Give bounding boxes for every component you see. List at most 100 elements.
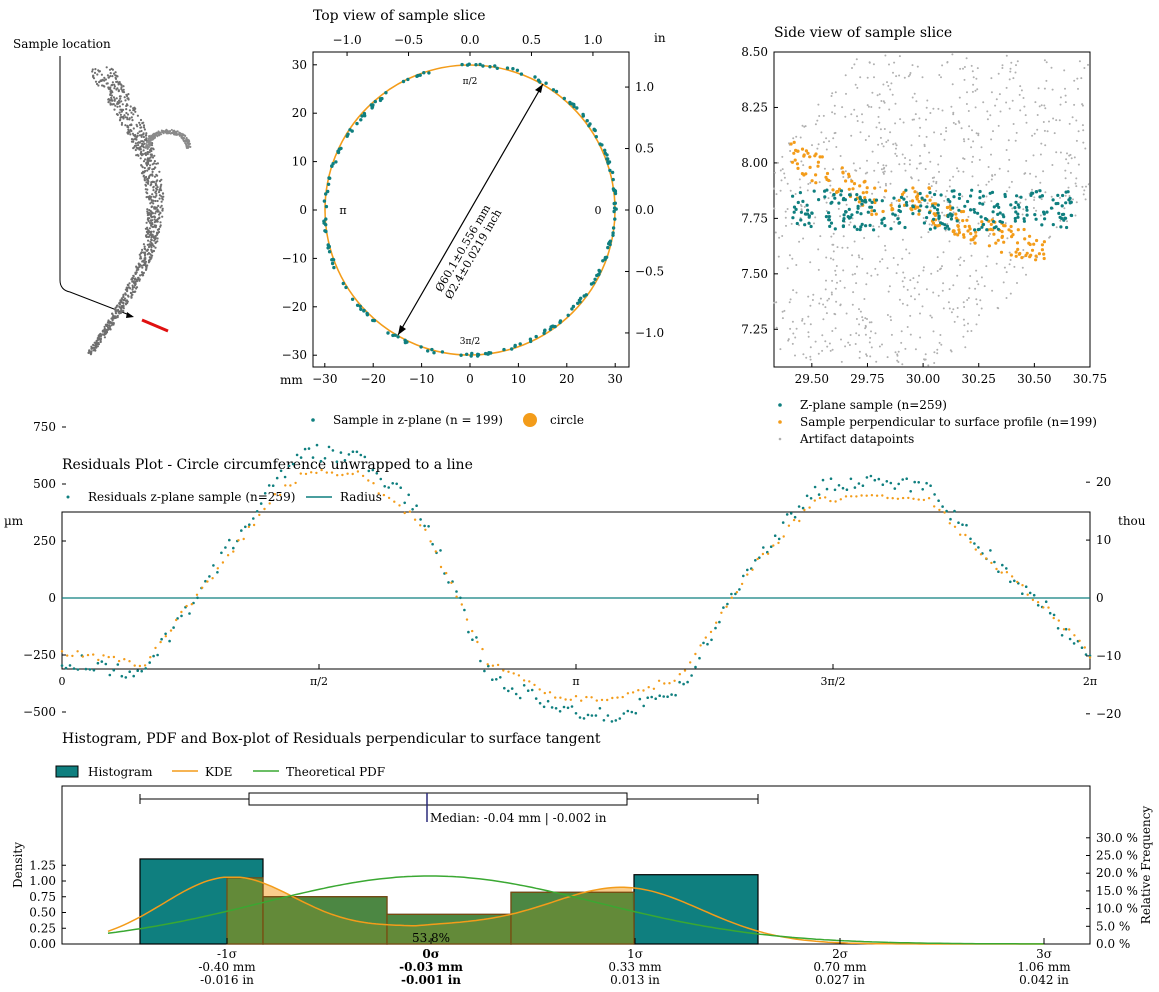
- artifact-point: [884, 54, 887, 57]
- zplane-sample-point: [997, 205, 1001, 209]
- residual-point: [1060, 634, 1064, 637]
- perpendicular-point: [1000, 234, 1005, 238]
- artifact-point: [1074, 214, 1077, 217]
- shape-point: [142, 272, 145, 275]
- artifact-point: [858, 356, 861, 359]
- residual-point: [495, 678, 498, 681]
- artifact-point: [882, 83, 885, 86]
- artifact-point: [817, 103, 820, 106]
- shape-point: [122, 301, 125, 304]
- artifact-point: [975, 323, 978, 326]
- residual-perpendicular-point: [476, 640, 479, 644]
- top-view-title: Top view of sample slice: [313, 8, 486, 24]
- residual-point: [993, 560, 996, 564]
- perpendicular-point: [863, 196, 867, 200]
- zplane-sample-point: [918, 191, 922, 196]
- artifact-point: [935, 180, 938, 183]
- shape-point: [141, 166, 144, 169]
- residual-point: [323, 457, 327, 460]
- zplane-sample-point: [936, 203, 940, 207]
- zplane-point: [465, 352, 469, 356]
- artifact-point: [814, 216, 817, 219]
- artifact-point: [963, 140, 966, 143]
- shape-crest-point: [145, 145, 148, 147]
- shape-point: [152, 199, 155, 202]
- zplane-sample-point: [855, 193, 859, 197]
- residual-perpendicular-point: [143, 664, 147, 667]
- artifact-point: [992, 130, 994, 133]
- zplane-sample-point: [1014, 200, 1018, 204]
- shape-point: [138, 141, 141, 144]
- shape-point: [104, 332, 107, 336]
- zplane-sample-point: [973, 228, 977, 232]
- residual-point: [969, 537, 972, 541]
- shape-crest-point: [144, 146, 147, 149]
- residual-perpendicular-point: [190, 603, 193, 606]
- histogram-ticks: 0.000.250.500.751.001.250.0 %5.0 %10.0 %…: [29, 831, 1138, 987]
- artifact-point: [937, 107, 940, 110]
- artifact-point: [806, 189, 809, 192]
- artifact-point: [859, 205, 862, 208]
- residual-point: [825, 487, 829, 491]
- residual-point: [933, 493, 936, 496]
- shape-point: [161, 207, 164, 210]
- artifact-point: [910, 177, 913, 180]
- shape-point: [134, 148, 137, 152]
- artifact-point: [853, 63, 856, 66]
- residual-point: [1005, 567, 1008, 570]
- residual-point: [738, 588, 741, 591]
- residual-perpendicular-point: [689, 661, 692, 664]
- residual-perpendicular-point: [471, 629, 474, 633]
- artifact-point: [864, 317, 867, 320]
- artifact-point: [965, 103, 968, 105]
- zplane-sample-point: [805, 203, 809, 207]
- artifact-point: [922, 266, 925, 269]
- artifact-point: [870, 274, 873, 277]
- artifact-point: [975, 132, 978, 135]
- artifact-point: [919, 162, 922, 165]
- zplane-sample-point: [950, 189, 954, 193]
- zplane-sample-point: [928, 191, 932, 195]
- artifact-point: [855, 332, 858, 335]
- shape-crest-point: [162, 132, 165, 134]
- zplane-sample-point: [842, 196, 846, 201]
- artifact-point: [857, 254, 860, 257]
- residual-perpendicular-point: [252, 523, 256, 527]
- shape-point: [145, 235, 148, 239]
- residual-point: [510, 687, 514, 690]
- residual-perpendicular-point: [606, 698, 609, 702]
- shape-point: [138, 265, 141, 268]
- top-view-top-tick-label: 0.5: [522, 33, 541, 47]
- artifact-point: [811, 144, 813, 147]
- artifact-point: [979, 299, 982, 302]
- perpendicular-point: [870, 212, 874, 217]
- zplane-sample-point: [847, 207, 851, 211]
- perpendicular-point: [840, 166, 844, 170]
- artifact-point: [861, 121, 864, 124]
- zplane-sample-point: [904, 188, 908, 192]
- residual-perpendicular-point: [694, 652, 697, 656]
- artifact-point: [963, 66, 966, 68]
- artifact-point: [1008, 186, 1011, 189]
- zplane-sample-point: [991, 210, 995, 214]
- zplane-point: [543, 329, 547, 333]
- shape-point: [146, 152, 149, 156]
- residual-point: [546, 699, 550, 703]
- residual-point: [997, 570, 1000, 573]
- residual-point: [275, 476, 279, 480]
- shape-point: [145, 266, 148, 269]
- shape-point: [97, 342, 100, 345]
- shape-point: [150, 239, 153, 242]
- shape-point: [145, 234, 148, 237]
- residual-point: [634, 711, 638, 715]
- artifact-point: [1005, 149, 1008, 151]
- residual-point: [662, 695, 665, 698]
- artifact-point: [894, 152, 897, 155]
- shape-point: [122, 85, 125, 88]
- artifact-point: [821, 349, 824, 352]
- artifact-point: [877, 235, 880, 238]
- location-pointer-line: [59, 56, 133, 317]
- artifact-point: [1021, 213, 1024, 216]
- shape-point: [114, 71, 117, 74]
- artifact-point: [1055, 119, 1058, 122]
